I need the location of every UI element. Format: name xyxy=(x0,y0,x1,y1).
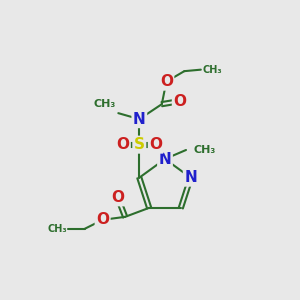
Text: O: O xyxy=(96,212,109,227)
Text: N: N xyxy=(133,112,146,127)
Text: O: O xyxy=(173,94,186,109)
Text: O: O xyxy=(160,74,173,89)
Text: O: O xyxy=(111,190,124,205)
Text: CH₃: CH₃ xyxy=(194,145,216,155)
Text: CH₃: CH₃ xyxy=(47,224,67,234)
Text: O: O xyxy=(116,137,129,152)
Text: N: N xyxy=(184,170,197,185)
Text: CH₃: CH₃ xyxy=(202,65,222,75)
Text: CH₃: CH₃ xyxy=(93,99,115,109)
Text: O: O xyxy=(149,137,162,152)
Text: S: S xyxy=(134,137,145,152)
Text: N: N xyxy=(159,152,171,166)
